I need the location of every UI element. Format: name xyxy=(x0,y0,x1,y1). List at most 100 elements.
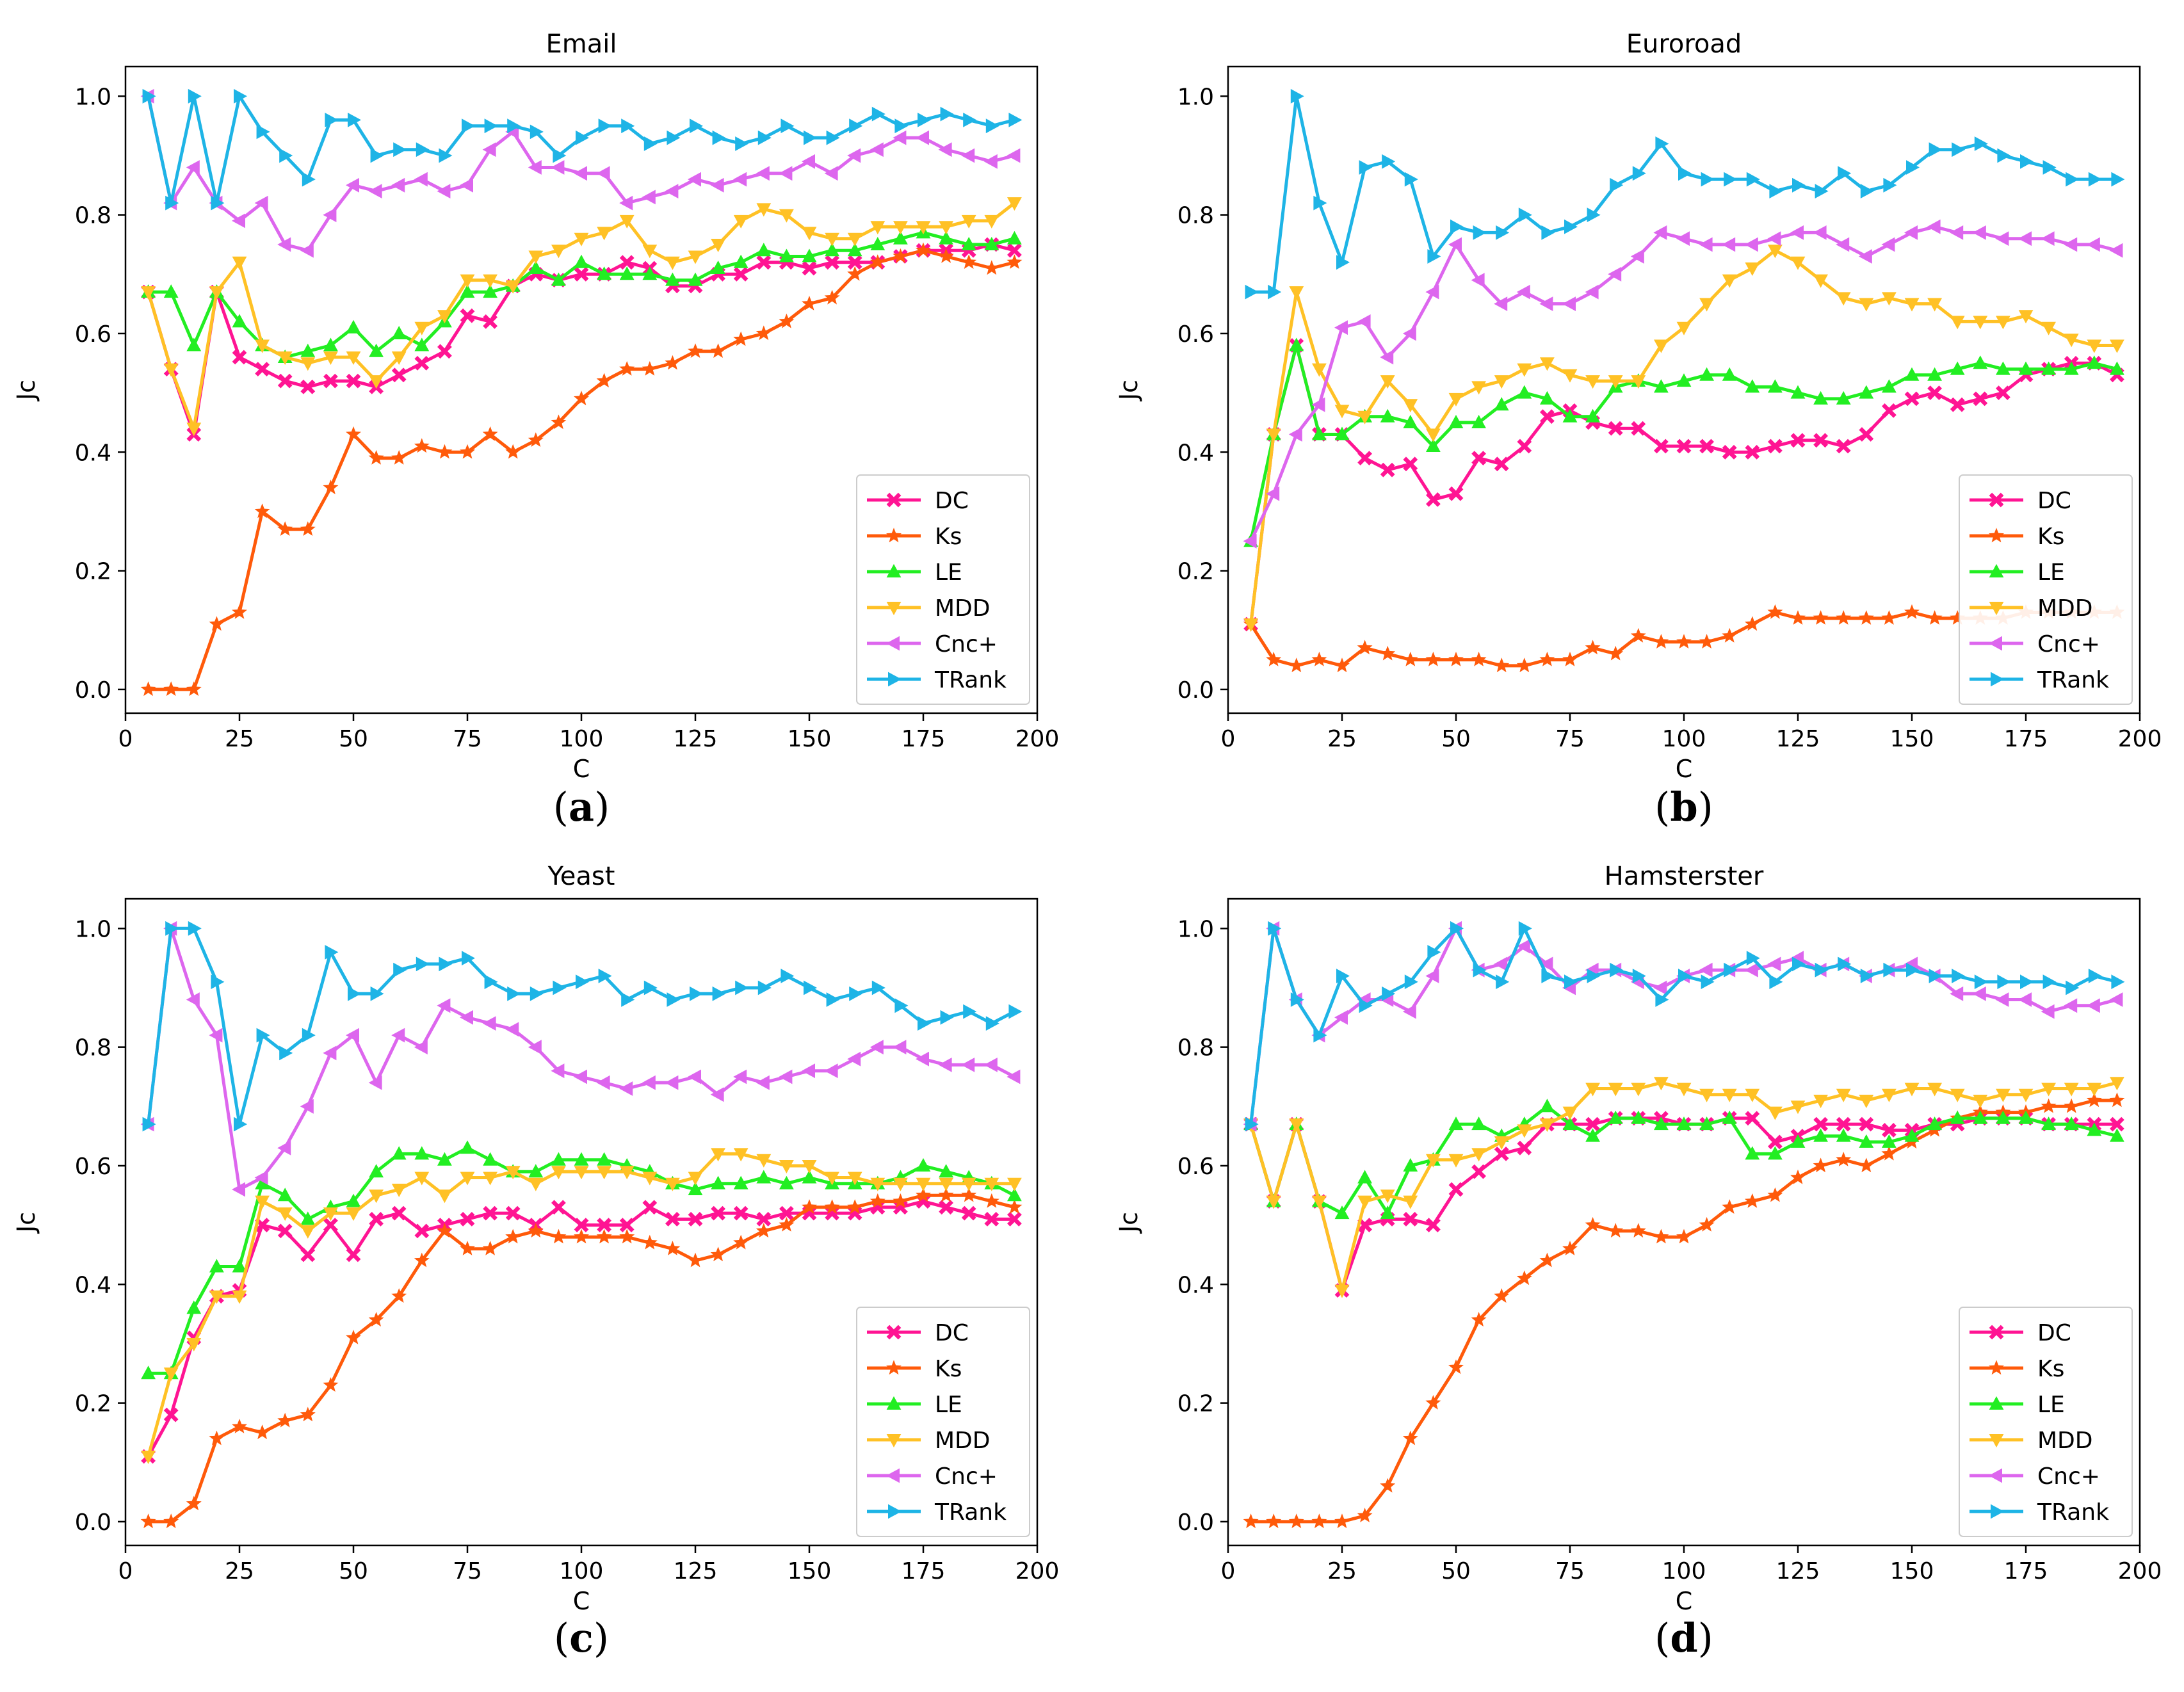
legend-marker xyxy=(1989,602,2004,615)
data-point xyxy=(916,1051,929,1067)
data-point xyxy=(961,1058,975,1072)
legend-item: LE xyxy=(867,1392,962,1418)
legend-marker xyxy=(1989,1396,2004,1410)
data-point xyxy=(804,980,817,995)
data-point xyxy=(1654,339,1669,353)
data-point xyxy=(551,1229,567,1244)
data-point xyxy=(1838,166,1852,181)
data-point xyxy=(141,286,156,300)
data-point xyxy=(1722,367,1737,381)
data-point xyxy=(1008,113,1023,127)
data-point xyxy=(232,1290,247,1304)
data-point xyxy=(1266,1195,1281,1209)
data-point xyxy=(756,1075,770,1090)
data-point xyxy=(847,1199,863,1214)
legend-item: DC xyxy=(867,488,969,514)
data-point xyxy=(1289,286,1304,300)
data-point xyxy=(209,286,224,300)
data-point xyxy=(1654,379,1669,393)
data-point xyxy=(1585,640,1601,655)
data-point xyxy=(1836,237,1850,252)
data-point xyxy=(1266,1513,1282,1529)
data-point xyxy=(710,1246,726,1262)
data-point xyxy=(688,250,703,264)
data-point xyxy=(1745,1146,1760,1160)
data-point xyxy=(733,1205,748,1221)
data-point xyxy=(870,1193,886,1208)
data-point xyxy=(619,1081,633,1096)
data-point xyxy=(300,1211,316,1225)
data-point xyxy=(1382,986,1396,1001)
data-point xyxy=(1426,1218,1441,1232)
data-point xyxy=(2041,321,2056,335)
data-point xyxy=(1471,1164,1486,1179)
legend-item: LE xyxy=(867,560,962,586)
legend-label: DC xyxy=(2037,1320,2071,1346)
legend-box xyxy=(1959,1307,2133,1537)
data-point xyxy=(1744,962,1758,978)
data-point xyxy=(824,166,838,181)
data-point xyxy=(938,1058,952,1072)
data-point xyxy=(1562,1116,1578,1131)
data-point xyxy=(255,339,270,353)
panel-label: (c) xyxy=(554,1615,609,1661)
data-point xyxy=(1883,177,1897,193)
legend-marker xyxy=(886,1468,900,1483)
data-point xyxy=(870,142,884,157)
data-point xyxy=(346,373,361,389)
data-point xyxy=(847,255,862,270)
legend-box xyxy=(856,1307,1030,1537)
data-point xyxy=(1744,616,1760,631)
data-point xyxy=(710,343,726,358)
legend-item: LE xyxy=(1970,560,2065,586)
data-point xyxy=(2064,1098,2080,1113)
data-point xyxy=(528,1223,544,1238)
data-point xyxy=(1357,1170,1372,1184)
data-point xyxy=(1859,1116,1874,1132)
legend-marker xyxy=(886,1360,902,1375)
data-point xyxy=(1630,627,1646,643)
data-point xyxy=(460,1140,475,1154)
data-point xyxy=(1425,969,1439,983)
data-point xyxy=(1585,375,1600,389)
data-point xyxy=(642,1234,658,1250)
y-tick-label: 0.2 xyxy=(75,1391,111,1417)
data-point xyxy=(528,1164,544,1178)
data-point xyxy=(779,1160,794,1173)
data-point xyxy=(1881,237,1895,252)
data-point xyxy=(1402,652,1418,666)
data-point xyxy=(1790,610,1806,625)
data-point xyxy=(665,184,679,198)
data-point xyxy=(2018,992,2032,1007)
data-point xyxy=(1654,1077,1669,1091)
data-point xyxy=(804,130,817,145)
legend-marker xyxy=(886,602,902,615)
data-point xyxy=(1995,231,2009,246)
data-point xyxy=(1973,316,1988,330)
data-point xyxy=(2041,1098,2057,1113)
data-point xyxy=(551,1063,565,1079)
data-point xyxy=(1699,367,1714,381)
data-point xyxy=(1494,1136,1509,1150)
data-point xyxy=(1427,945,1441,960)
data-point xyxy=(1313,1027,1327,1043)
data-point xyxy=(302,172,316,187)
data-point xyxy=(1950,1088,1965,1102)
data-point xyxy=(1904,1128,1920,1142)
series-trank xyxy=(1245,921,2125,1132)
data-point xyxy=(1496,225,1510,240)
x-tick-label: 0 xyxy=(118,726,133,752)
chart-panel-d: Hamsterster 0 25 50 75 100 125 150 175 200 0.0 0.2 0… xyxy=(1115,862,2162,1661)
y-tick-label: 0.0 xyxy=(75,677,111,704)
data-point xyxy=(1403,415,1418,428)
data-point xyxy=(142,1116,156,1132)
data-point xyxy=(688,1182,703,1195)
data-point xyxy=(757,980,772,995)
legend-marker xyxy=(888,672,902,687)
data-point xyxy=(1790,385,1806,399)
data-point xyxy=(597,1218,611,1232)
legend-label: MDD xyxy=(935,1428,991,1454)
legend-item: MDD xyxy=(1970,595,2093,622)
data-point xyxy=(505,280,521,294)
data-point xyxy=(1427,249,1441,264)
